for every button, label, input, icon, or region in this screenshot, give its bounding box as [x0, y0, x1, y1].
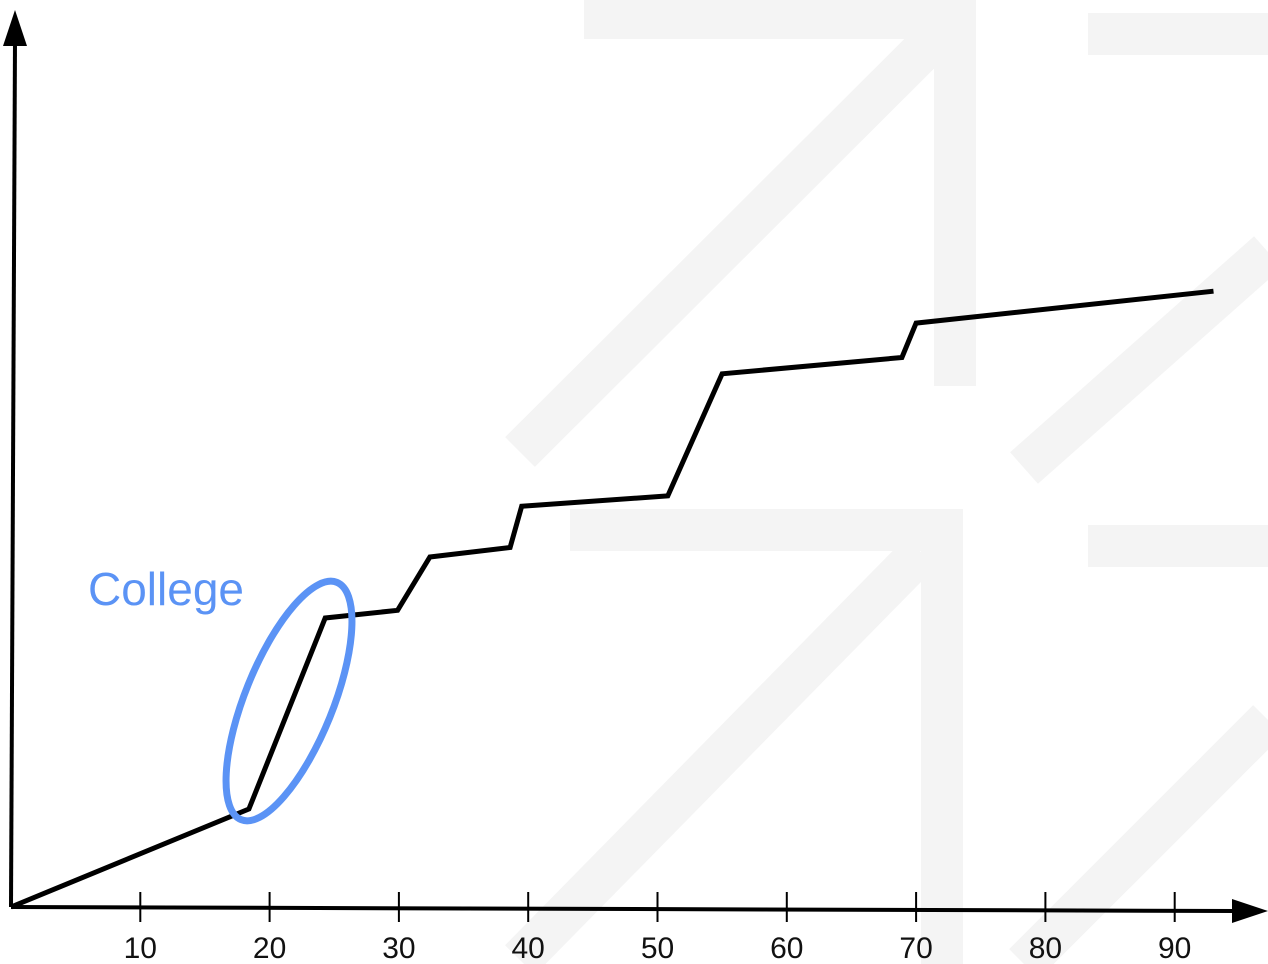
- x-axis-arrowhead: [1232, 899, 1268, 923]
- college-highlight-ellipse: [222, 577, 356, 825]
- series-line: [10, 288, 1214, 910]
- y-axis-arrowhead: [3, 10, 27, 46]
- x-tick-label: 40: [512, 932, 545, 964]
- x-tick-label: 30: [382, 932, 415, 964]
- data-line-layer: [10, 288, 1214, 910]
- college-annotation: College: [88, 563, 244, 615]
- x-tick-label: 20: [253, 932, 286, 964]
- x-tick-label: 70: [899, 932, 932, 964]
- x-ticks: 10 20 30 40 50 60 70 80 90: [124, 892, 1191, 964]
- x-tick-label: 10: [124, 932, 157, 964]
- x-tick-label: 80: [1029, 932, 1062, 964]
- x-tick-label: 60: [770, 932, 803, 964]
- x-axis-line: [10, 905, 1237, 913]
- x-tick-label: 50: [641, 932, 674, 964]
- y-axis-line: [9, 39, 17, 908]
- background-watermark: [505, 0, 1268, 964]
- x-tick-label: 90: [1158, 932, 1191, 964]
